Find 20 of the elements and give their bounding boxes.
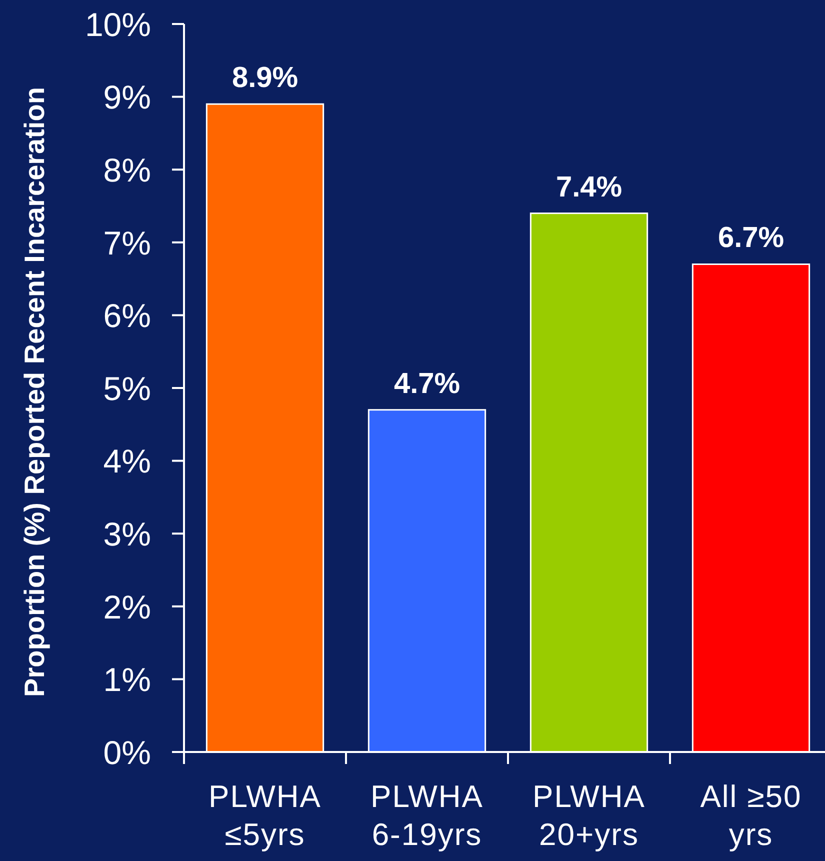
y-tick-label: 4% (103, 442, 151, 480)
y-tick-label: 0% (103, 734, 151, 771)
y-tick-label: 5% (103, 370, 151, 407)
x-tick-label: All ≥50 yrs (700, 779, 802, 852)
y-tick-label: 3% (103, 515, 151, 552)
data-label: 4.7% (394, 368, 460, 400)
data-label: 8.9% (232, 62, 298, 94)
data-label: 7.4% (556, 171, 622, 204)
y-tick-label: 10% (84, 6, 151, 43)
data-label: 6.7% (718, 222, 784, 254)
y-tick-label: 1% (103, 661, 151, 698)
x-tick-label: PLWHA 20+yrs (532, 779, 646, 852)
y-tick-label: 6% (103, 297, 151, 334)
y-tick-label: 8% (103, 151, 151, 188)
y-tick-label: 9% (103, 78, 151, 116)
y-tick-label: 2% (103, 588, 151, 626)
y-tick-label: 7% (103, 224, 151, 262)
y-axis-title: Proportion (%) Reported Recent Incarceration (19, 87, 50, 697)
x-tick-label: PLWHA 6-19yrs (370, 779, 484, 852)
x-tick-label: PLWHA ≤5yrs (208, 779, 322, 852)
